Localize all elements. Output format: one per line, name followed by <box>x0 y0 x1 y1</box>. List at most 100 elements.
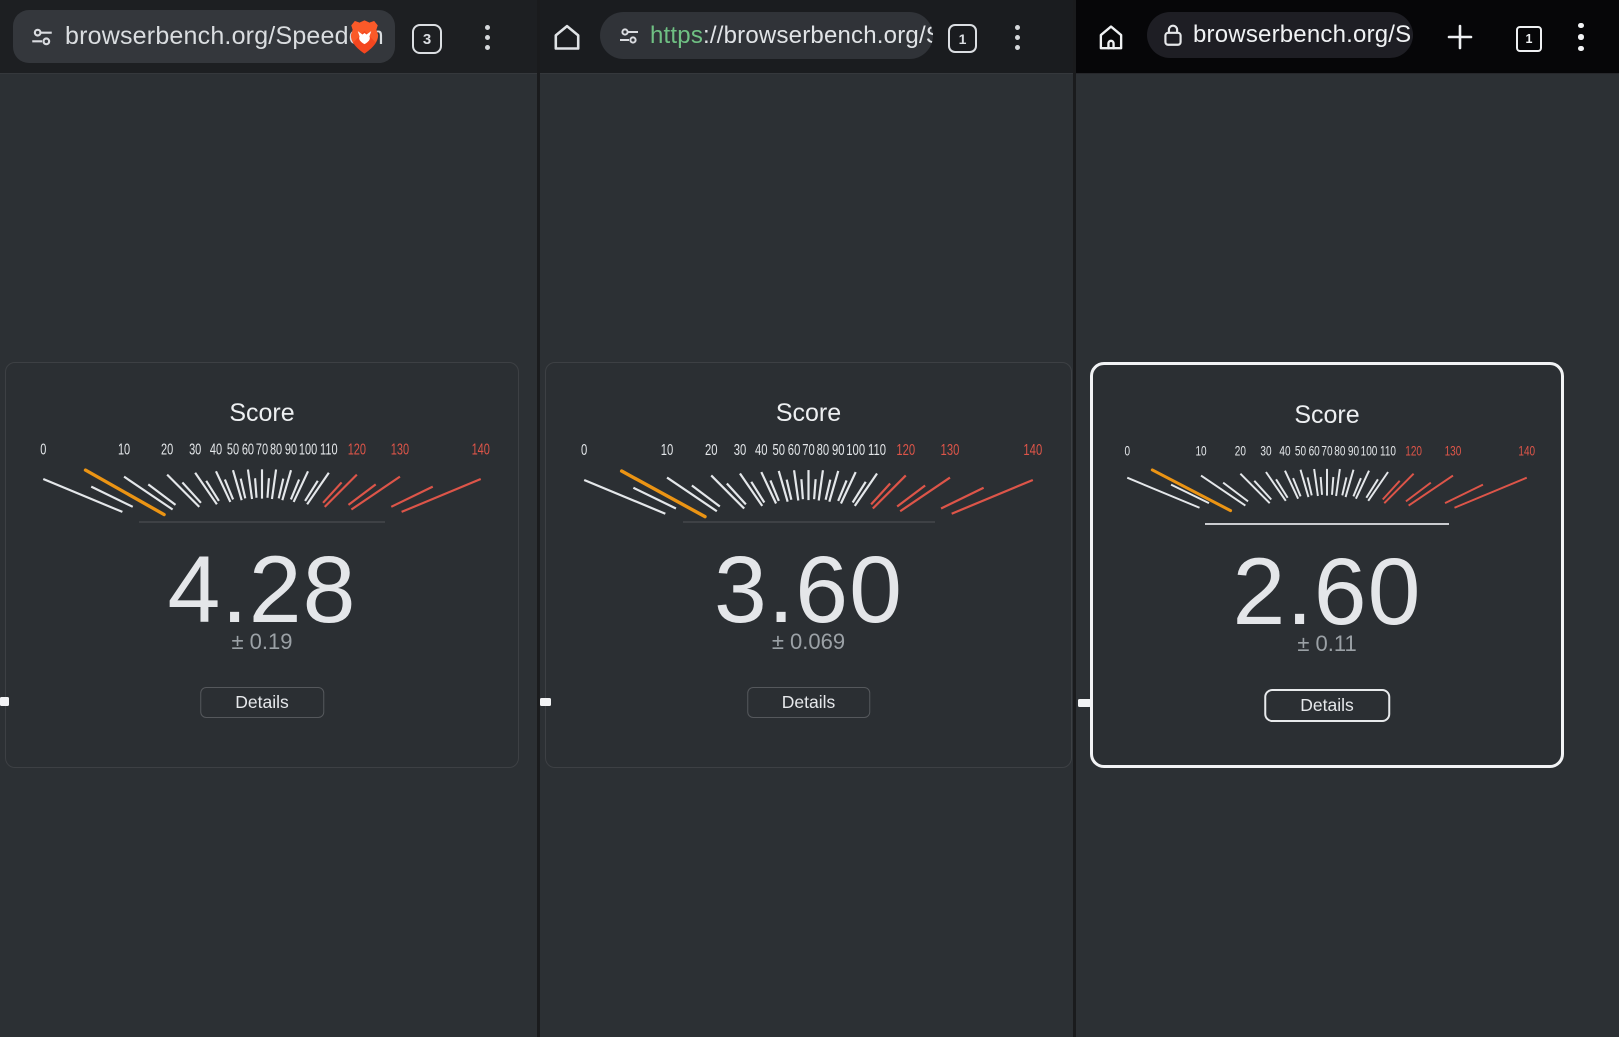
divider <box>682 521 935 523</box>
svg-text:70: 70 <box>802 441 815 458</box>
plus-icon[interactable] <box>1445 22 1475 52</box>
svg-text:90: 90 <box>832 441 845 458</box>
browser-panel-chrome: https://browserbench.org/Spe 1 Score 010… <box>537 0 1076 1037</box>
svg-text:60: 60 <box>788 441 801 458</box>
svg-text:20: 20 <box>161 441 173 458</box>
svg-text:140: 140 <box>1023 441 1042 458</box>
score-card-highlighted: Score 0 10 20 30 40 50 60 70 80 90 100 110 120 130 140… <box>1090 362 1564 768</box>
svg-text:80: 80 <box>817 441 830 458</box>
url-text: https://browserbench.org/Spe <box>650 22 933 50</box>
svg-text:100: 100 <box>846 441 865 458</box>
score-error: ± 0.069 <box>771 629 846 654</box>
browser-panel-brave: browserbench.org/Speedom 3 Score 0 10 20 30… <box>0 0 537 1037</box>
url-scheme: https <box>650 21 704 49</box>
tune-icon[interactable] <box>617 24 641 48</box>
svg-text:110: 110 <box>868 441 886 458</box>
home-icon[interactable] <box>551 21 583 53</box>
svg-text:0: 0 <box>40 441 46 458</box>
carousel-arrow-remnant <box>1078 699 1091 707</box>
score-title: Score <box>229 399 295 427</box>
browser-panel-firefox: browserbench.org/Sp 1 Score 0 10 20 30 40 50 6… <box>1076 0 1619 1037</box>
svg-text:10: 10 <box>1195 443 1206 459</box>
svg-text:0: 0 <box>1124 443 1130 459</box>
panel-divider <box>1073 0 1076 1037</box>
url-bar[interactable]: browserbench.org/Speedom <box>13 10 395 63</box>
svg-text:50: 50 <box>1295 443 1306 459</box>
firefox-toolbar: browserbench.org/Sp 1 <box>1076 0 1619 74</box>
tab-counter[interactable]: 1 <box>1516 26 1542 52</box>
details-button[interactable]: Details <box>200 687 324 718</box>
svg-text:40: 40 <box>210 441 222 458</box>
score-card: Score 0 10 20 30 40 50 60 70 80 90 100 110 120 130 140… <box>545 362 1072 768</box>
panel-divider <box>537 0 540 1037</box>
svg-text:120: 120 <box>1405 443 1422 459</box>
score-error: ± 0.19 <box>231 629 293 654</box>
divider <box>139 521 385 523</box>
svg-text:0: 0 <box>581 441 588 458</box>
svg-text:70: 70 <box>256 441 268 458</box>
svg-text:80: 80 <box>1334 443 1345 459</box>
svg-text:60: 60 <box>242 441 254 458</box>
svg-text:130: 130 <box>941 441 960 458</box>
svg-text:100: 100 <box>299 441 317 458</box>
svg-text:90: 90 <box>285 441 297 458</box>
tab-count-label: 1 <box>1525 32 1533 46</box>
score-value: 2.60 <box>1232 539 1422 645</box>
tune-icon[interactable] <box>29 24 55 50</box>
carousel-arrow-remnant <box>540 698 551 706</box>
svg-text:40: 40 <box>1279 443 1290 459</box>
svg-text:50: 50 <box>227 441 239 458</box>
tab-counter[interactable]: 1 <box>948 24 977 53</box>
tab-counter[interactable]: 3 <box>412 24 442 54</box>
url-bar[interactable]: https://browserbench.org/Spe <box>600 12 933 59</box>
url-rest: ://browserbench.org/Spe <box>703 21 933 49</box>
svg-text:40: 40 <box>755 441 768 458</box>
url-bar[interactable]: browserbench.org/Sp <box>1147 12 1413 58</box>
svg-text:30: 30 <box>734 441 747 458</box>
menu-icon[interactable] <box>482 22 492 52</box>
svg-text:30: 30 <box>189 441 201 458</box>
score-gauge-dial: 0 10 20 30 40 50 60 70 80 90 100 110 120 130 140 <box>581 441 1043 519</box>
home-icon[interactable] <box>1095 21 1127 53</box>
svg-text:130: 130 <box>1445 443 1462 459</box>
svg-text:10: 10 <box>661 441 674 458</box>
tab-count-label: 1 <box>958 30 967 47</box>
score-gauge-dial: 0 10 20 30 40 50 60 70 80 90 100 110 120 130 140 <box>40 441 490 517</box>
menu-icon[interactable] <box>1012 22 1022 52</box>
lock-icon[interactable] <box>1162 22 1184 48</box>
svg-text:120: 120 <box>348 441 366 458</box>
svg-text:140: 140 <box>1518 443 1535 459</box>
svg-text:120: 120 <box>896 441 915 458</box>
menu-icon[interactable] <box>1576 22 1586 52</box>
url-text: browserbench.org/Sp <box>1193 21 1413 48</box>
score-gauge-dial: 0 10 20 30 40 50 60 70 80 90 100 110 120 130 140 <box>1124 443 1535 513</box>
score-card: Score 0 10 20 30 40 50 60 70 80 90 100 110 120 130 140… <box>5 362 519 768</box>
svg-text:50: 50 <box>772 441 785 458</box>
svg-text:20: 20 <box>1235 443 1246 459</box>
score-title: Score <box>775 399 842 427</box>
svg-text:110: 110 <box>1380 443 1396 459</box>
score-title: Score <box>1294 401 1360 429</box>
svg-text:10: 10 <box>118 441 130 458</box>
svg-text:90: 90 <box>1348 443 1359 459</box>
carousel-arrow-remnant <box>0 697 9 706</box>
brave-shields-icon[interactable] <box>348 18 381 56</box>
brave-toolbar: browserbench.org/Speedom 3 <box>0 0 537 74</box>
svg-text:20: 20 <box>705 441 718 458</box>
chrome-toolbar: https://browserbench.org/Spe 1 <box>537 0 1076 74</box>
score-value: 3.60 <box>714 537 903 643</box>
tab-count-label: 3 <box>422 30 432 48</box>
svg-text:140: 140 <box>472 441 490 458</box>
details-button[interactable]: Details <box>746 687 871 718</box>
score-value: 4.28 <box>167 537 357 643</box>
svg-text:30: 30 <box>1260 443 1271 459</box>
details-button[interactable]: Details <box>1264 689 1390 722</box>
svg-text:130: 130 <box>391 441 409 458</box>
svg-text:110: 110 <box>320 441 338 458</box>
score-error: ± 0.11 <box>1297 631 1357 656</box>
svg-text:100: 100 <box>1361 443 1378 459</box>
svg-text:80: 80 <box>270 441 282 458</box>
svg-text:60: 60 <box>1309 443 1320 459</box>
url-text: browserbench.org/Speedom <box>65 22 384 50</box>
divider <box>1205 523 1449 525</box>
